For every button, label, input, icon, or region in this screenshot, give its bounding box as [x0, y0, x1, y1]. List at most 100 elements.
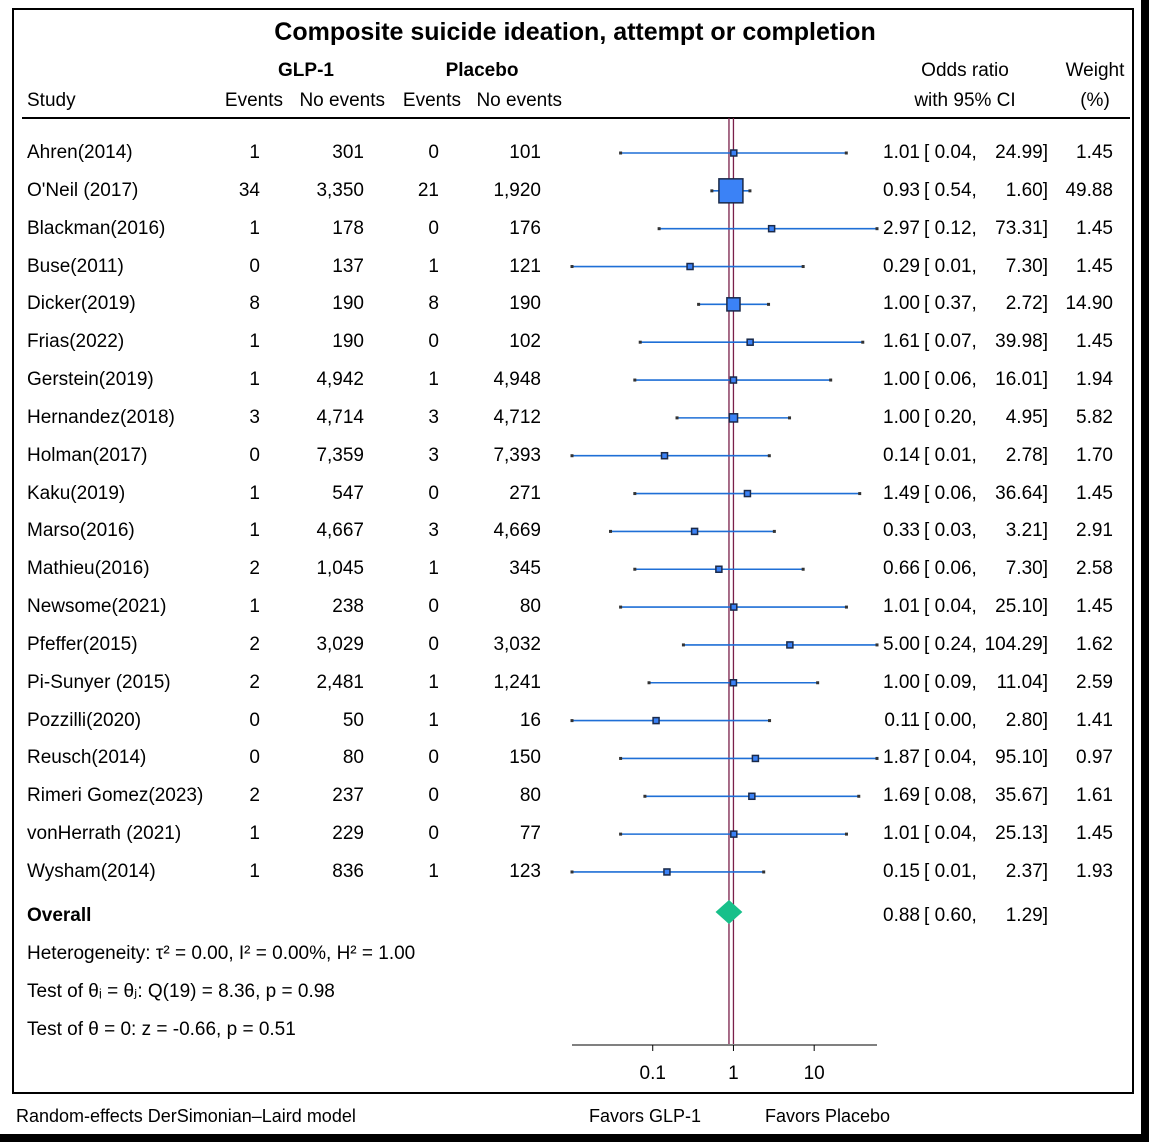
weight: 2.58 — [1076, 558, 1113, 580]
ci-hi: 35.67] — [995, 785, 1048, 807]
glp1-events: 8 — [249, 293, 260, 315]
no-events-header-1: No events — [299, 90, 385, 111]
study-marker — [730, 603, 738, 611]
ci-end-left — [633, 492, 637, 496]
weight: 2.59 — [1076, 671, 1113, 693]
weight: 2.91 — [1076, 520, 1113, 542]
weight: 49.88 — [1065, 179, 1113, 201]
glp1-events: 1 — [249, 860, 260, 882]
ci-lo-value: 0.03, — [934, 520, 977, 542]
study-marker — [730, 830, 738, 838]
odds-ratio: 2.97 — [883, 217, 920, 239]
placebo-events: 1 — [428, 709, 439, 731]
study-marker — [730, 149, 738, 157]
ci-lo-value: 0.08, — [934, 785, 977, 807]
study-marker — [728, 413, 739, 423]
ci-hi: 2.80] — [1005, 709, 1048, 731]
placebo-no-events: 4,669 — [493, 520, 541, 542]
glp1-no-events: 229 — [332, 823, 364, 845]
overall-ci-hi: 1.29] — [1005, 905, 1048, 926]
ci-lo-value: 0.04, — [934, 747, 977, 769]
glp1-events: 1 — [249, 217, 260, 239]
ci-lo: [ 0.08, — [924, 785, 977, 807]
glp1-events: 0 — [249, 255, 260, 277]
x-tick-label: 10 — [803, 1063, 825, 1084]
placebo-no-events: 190 — [509, 293, 541, 315]
study-marker — [729, 679, 738, 687]
study-name: Kaku(2019) — [27, 482, 126, 504]
ci-end-left — [570, 265, 574, 269]
study-name: Newsome(2021) — [27, 596, 167, 618]
ci-lo-value: 0.01, — [934, 444, 977, 466]
overall-ci-lo: [ 0.60, — [924, 905, 977, 926]
weight: 0.97 — [1076, 747, 1113, 769]
ci-lo: [ 0.06, — [924, 558, 977, 580]
or-header-line2: with 95% CI — [914, 90, 1016, 111]
placebo-events: 0 — [428, 747, 439, 769]
ci-hi: 25.13] — [995, 823, 1048, 845]
ci-end-right — [768, 719, 772, 723]
odds-ratio: 1.01 — [883, 823, 920, 845]
glp1-no-events: 4,942 — [316, 369, 364, 391]
ci-end-left — [619, 605, 623, 609]
ci-end-left — [710, 189, 714, 193]
placebo-no-events: 102 — [509, 331, 541, 353]
ci-lo-value: 0.00, — [934, 709, 977, 731]
study-name: O'Neil (2017) — [27, 179, 139, 201]
placebo-events: 0 — [428, 823, 439, 845]
weight: 1.93 — [1076, 860, 1113, 882]
glp1-events: 1 — [249, 482, 260, 504]
ci-lo: [ 0.06, — [924, 369, 977, 391]
odds-ratio: 0.93 — [883, 179, 920, 201]
weight: 1.94 — [1076, 369, 1113, 391]
placebo-events: 1 — [428, 255, 439, 277]
study-name: Wysham(2014) — [27, 860, 156, 882]
ci-end-left — [638, 340, 642, 344]
x-tick-label: 0.1 — [639, 1063, 666, 1084]
glp1-no-events: 1,045 — [316, 558, 364, 580]
glp1-events: 34 — [238, 179, 260, 201]
study-name: Holman(2017) — [27, 444, 148, 466]
ci-end-right — [816, 681, 820, 685]
placebo-no-events: 4,948 — [493, 369, 541, 391]
ci-end-right — [801, 567, 805, 571]
study-name: Reusch(2014) — [27, 747, 147, 769]
ci-end-left — [609, 529, 613, 533]
study-marker — [746, 338, 754, 346]
placebo-no-events: 80 — [519, 596, 541, 618]
weight: 1.61 — [1076, 785, 1113, 807]
weight: 1.45 — [1076, 596, 1113, 618]
ci-lo-value: 0.06, — [934, 369, 977, 391]
study-name: Ahren(2014) — [27, 142, 133, 163]
ci-hi: 2.37] — [1005, 860, 1048, 882]
odds-ratio: 1.00 — [883, 406, 920, 428]
weight-header-line2: (%) — [1080, 90, 1110, 111]
glp1-no-events: 190 — [332, 331, 364, 353]
ci-lo-value: 0.37, — [934, 293, 977, 315]
study-name: Mathieu(2016) — [27, 558, 150, 580]
ci-end-left — [619, 151, 623, 155]
ci-lo: [ 0.03, — [924, 520, 977, 542]
ci-lo-value: 0.07, — [934, 331, 977, 353]
glp1-no-events: 237 — [332, 785, 364, 807]
weight: 1.45 — [1076, 142, 1113, 163]
weight: 5.82 — [1076, 406, 1113, 428]
glp1-no-events: 2,481 — [316, 671, 364, 693]
ci-end-right — [875, 643, 879, 647]
odds-ratio: 1.00 — [883, 369, 920, 391]
ci-lo: [ 0.01, — [924, 860, 977, 882]
study-marker — [743, 489, 752, 498]
placebo-events: 1 — [428, 671, 439, 693]
overall-ci-lo-value: 0.60, — [934, 905, 977, 926]
ci-hi: 95.10] — [995, 747, 1048, 769]
ci-end-right — [875, 756, 879, 760]
favors-right-label: Favors Placebo — [765, 1106, 891, 1126]
ci-end-right — [844, 151, 848, 155]
ci-end-right — [844, 832, 848, 836]
ci-end-left — [570, 719, 574, 723]
study-name: Pi-Sunyer (2015) — [27, 671, 171, 693]
odds-ratio: 0.66 — [883, 558, 920, 580]
ci-lo: [ 0.01, — [924, 444, 977, 466]
ci-lo: [ 0.07, — [924, 331, 977, 353]
